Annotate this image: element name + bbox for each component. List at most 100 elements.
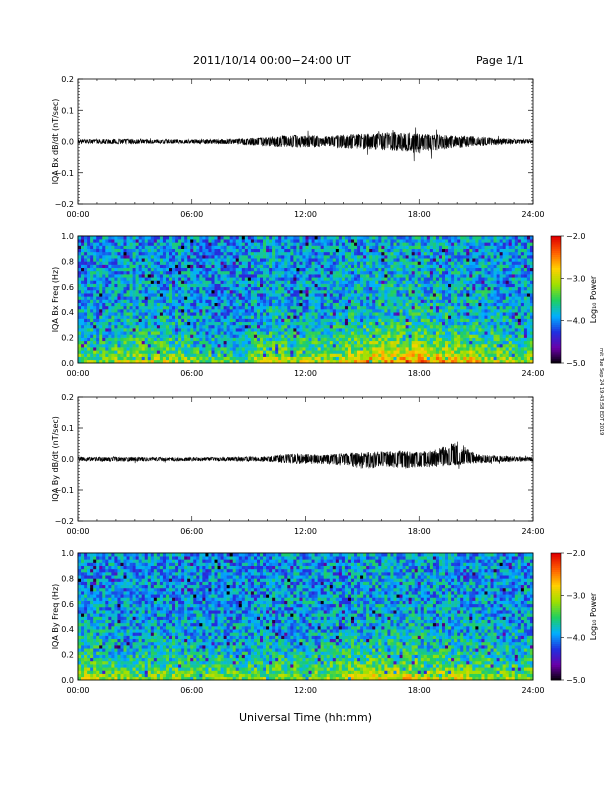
spectrogram-cell [351,277,355,281]
spectrogram-cell [250,324,255,329]
spectrogram-cell [326,255,331,259]
spectrogram-cell [159,334,164,338]
spectrogram-cell [229,299,233,303]
spectrogram-cell [208,270,212,275]
spectrogram-cell [320,347,324,351]
spectrogram-cell [108,264,112,269]
spectrogram-cell [420,309,425,313]
spectrogram-cell [372,324,376,329]
spectrogram-cell [111,236,115,240]
spectrogram-cell [308,239,312,243]
spectrogram-cell [405,299,409,303]
spectrogram-cell [266,258,270,262]
spectrogram-cell [199,337,203,342]
spectrogram-cell [117,356,121,361]
spectrogram-cell [354,258,358,262]
spectrogram-cell [426,353,431,357]
spectrogram-cell [217,331,221,335]
spectrogram-cell [108,248,112,253]
spectrogram-cell [232,343,237,348]
spectrogram-cell [320,277,324,281]
spectrogram-cell [378,248,382,253]
spectrogram-cell [363,356,367,361]
spectrogram-cell [335,289,340,294]
spectrogram-cell [287,318,291,323]
spectrogram-cell [165,289,170,294]
spectrogram-cell [272,331,276,335]
spectrogram-cell [375,359,379,364]
spectrogram-cell [205,350,209,354]
spectrogram-cell [211,248,215,253]
spectrogram-cell [241,312,246,316]
spectrogram-cell [96,299,100,303]
spectrogram-cell [241,309,246,313]
spectrogram-cell [150,331,155,335]
spectrogram-cell [372,283,376,288]
spectrogram-cell [366,274,370,278]
spectrogram-cell [187,321,191,326]
spectrogram-cell [308,236,312,240]
spectrogram-cell [335,270,340,275]
spectrogram-cell [217,293,221,297]
spectrogram-cell [172,289,176,294]
spectrogram-cell [396,289,400,294]
spectrogram-cell [87,305,91,310]
spectrogram-cell [220,337,224,342]
spectrogram-cell [144,251,149,256]
spectrogram-cell [272,239,276,243]
spectrogram-cell [260,318,264,323]
spectrogram-cell [90,293,94,297]
spectrogram-cell [211,239,215,243]
spectrogram-cell [314,248,318,253]
spectrogram-cell [159,305,164,310]
spectrogram-cell [96,251,100,256]
spectrogram-cell [329,255,334,259]
spectrogram-cell [199,242,203,246]
spectrogram-cell [308,258,312,262]
y-tick-label: 0.8 [61,257,74,266]
spectrogram-cell [317,261,321,265]
spectrogram-cell [190,343,194,348]
spectrogram-cell [335,318,340,323]
spectrogram-cell [411,258,415,262]
spectrogram-cell [411,337,415,342]
spectrogram-cell [223,242,227,246]
spectrogram-cell [226,267,230,272]
spectrogram-cell [165,347,170,351]
spectrogram-cell [284,305,288,310]
spectrogram-cell [123,239,127,243]
spectrogram-cell [411,296,415,300]
spectrogram-cell [354,340,358,345]
spectrogram-cell [81,353,85,357]
spectrogram-cell [305,334,309,338]
spectrogram-cell [196,296,200,300]
spectrogram-cell [96,258,100,262]
spectrogram-cell [153,277,158,281]
spectrogram-cell [399,289,403,294]
spectrogram-cell [238,296,243,300]
spectrogram-cell [363,270,367,275]
spectrogram-cell [275,239,279,243]
spectrogram-cell [323,267,328,272]
spectrogram-cell [393,274,397,278]
spectrogram-cell [290,248,294,253]
spectrogram-cell [335,242,340,246]
spectrogram-cell [111,321,115,326]
spectrogram-cell [78,328,82,332]
spectrogram-cell [269,248,273,253]
spectrogram-cell [256,242,261,246]
spectrogram-cell [235,277,240,281]
spectrogram-cell [351,328,355,332]
spectrogram-cell [408,337,412,342]
spectrogram-cell [402,239,406,243]
spectrogram-cell [357,337,361,342]
spectrogram-cell [93,340,97,345]
spectrogram-cell [390,242,394,246]
spectrogram-cell [335,324,340,329]
spectrogram-cell [275,236,279,240]
spectrogram-cell [402,274,406,278]
spectrogram-cell [220,299,224,303]
spectrogram-cell [305,359,309,364]
spectrogram-cell [357,296,361,300]
spectrogram-cell [372,356,376,361]
